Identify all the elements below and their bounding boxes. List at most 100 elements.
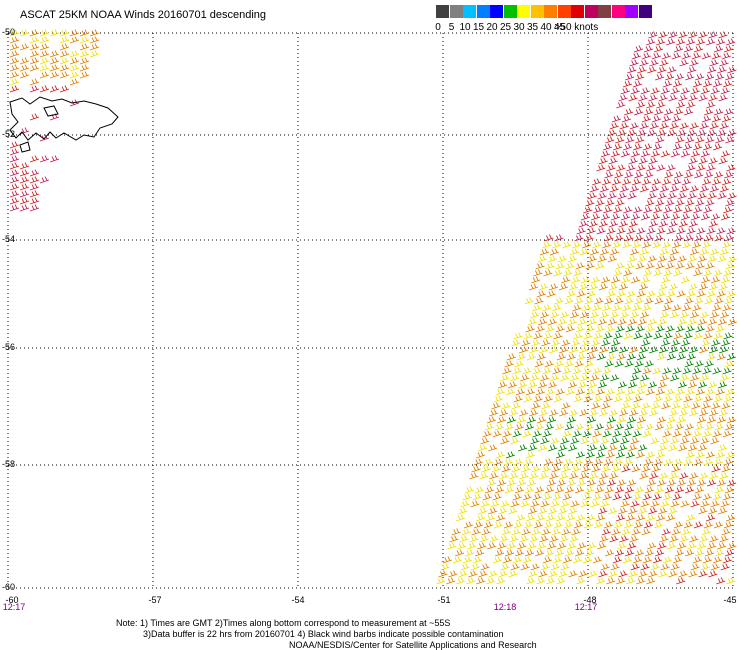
wind-barb <box>500 500 510 508</box>
wind-barb <box>682 143 693 151</box>
wind-barb <box>607 129 617 137</box>
wind-barb <box>711 178 722 186</box>
wind-barb <box>659 122 669 130</box>
wind-barb <box>625 388 635 396</box>
wind-barb <box>694 360 704 368</box>
wind-barb <box>560 437 570 445</box>
wind-barb <box>528 570 538 578</box>
wind-barb <box>592 304 602 312</box>
wind-barb <box>634 360 644 368</box>
colorbar-cell <box>611 5 625 18</box>
wind-barb <box>462 556 473 564</box>
wind-barb <box>610 437 620 445</box>
wind-barb <box>533 332 543 340</box>
wind-barb <box>717 381 728 389</box>
wind-barb <box>690 500 700 508</box>
wind-barb <box>547 479 557 487</box>
wind-barb <box>460 563 470 571</box>
wind-barb <box>657 318 668 326</box>
wind-barb <box>654 297 664 305</box>
wind-barb <box>611 276 621 284</box>
wind-barb <box>503 458 513 466</box>
wind-barb <box>565 388 575 396</box>
wind-barb <box>19 29 30 37</box>
wind-barb <box>723 521 734 529</box>
wind-barb <box>704 171 714 179</box>
wind-barb <box>635 451 646 459</box>
wind-barb <box>517 479 527 487</box>
wind-barb <box>39 71 50 79</box>
wind-barb <box>636 416 647 424</box>
wind-barb <box>675 325 685 333</box>
wind-barb <box>536 416 547 424</box>
wind-barb <box>602 430 612 438</box>
wind-barb <box>464 486 475 494</box>
wind-barb <box>668 346 679 354</box>
latitude-label: -50 <box>2 27 16 37</box>
wind-barb <box>562 367 572 375</box>
wind-barb <box>625 73 635 81</box>
wind-barb <box>692 80 703 88</box>
wind-barb <box>616 416 627 424</box>
wind-barb <box>687 318 698 326</box>
wind-barb <box>554 486 565 494</box>
wind-barb <box>593 395 603 403</box>
wind-barb <box>636 353 647 361</box>
wind-barb <box>653 45 664 53</box>
wind-barb <box>544 423 554 431</box>
wind-barb <box>515 514 526 522</box>
colorbar-label: 35 <box>526 22 539 33</box>
wind-barb <box>659 185 670 193</box>
wind-barb <box>497 542 507 550</box>
wind-barb <box>29 43 40 51</box>
wind-barb <box>481 465 491 473</box>
wind-barb <box>633 206 643 214</box>
wind-barb <box>704 297 714 305</box>
wind-barb <box>19 176 30 184</box>
wind-barb <box>683 332 693 340</box>
wind-barb <box>701 52 711 60</box>
wind-barb <box>676 290 686 298</box>
wind-barb <box>719 472 729 480</box>
wind-barb <box>670 213 681 221</box>
wind-barb <box>715 136 725 144</box>
wind-barb <box>555 388 565 396</box>
wind-barb <box>19 190 30 198</box>
wind-barb <box>500 374 510 382</box>
wind-barb <box>712 304 722 312</box>
wind-barb <box>686 38 696 46</box>
wind-barb <box>683 521 694 529</box>
wind-barb <box>642 241 652 249</box>
wind-barb <box>718 31 728 39</box>
wind-barb <box>686 101 696 109</box>
wind-barb <box>532 493 542 501</box>
wind-barb <box>726 577 736 585</box>
wind-barb <box>697 255 707 263</box>
wind-barb <box>518 346 529 354</box>
wind-barb <box>598 157 608 165</box>
wind-barb <box>59 85 70 93</box>
wind-barb <box>707 255 717 263</box>
wind-barb <box>504 360 514 368</box>
wind-barb <box>663 332 673 340</box>
wind-barb <box>725 73 735 81</box>
wind-barb <box>505 388 515 396</box>
wind-barb <box>688 444 698 452</box>
wind-barb <box>557 479 567 487</box>
wind-barb <box>687 66 697 74</box>
wind-barb <box>532 430 542 438</box>
wind-barb <box>670 437 680 445</box>
wind-barb <box>696 227 706 235</box>
wind-barb <box>582 304 592 312</box>
wind-barb <box>521 339 531 347</box>
wind-barb <box>455 514 466 522</box>
wind-barb <box>582 556 593 564</box>
wind-barb <box>526 416 537 424</box>
wind-barb <box>460 500 470 508</box>
wind-barb <box>601 465 611 473</box>
wind-barb <box>644 486 655 494</box>
wind-barb <box>611 339 621 347</box>
wind-barb <box>501 528 511 536</box>
wind-barb <box>672 493 682 501</box>
wind-barb <box>584 423 594 431</box>
